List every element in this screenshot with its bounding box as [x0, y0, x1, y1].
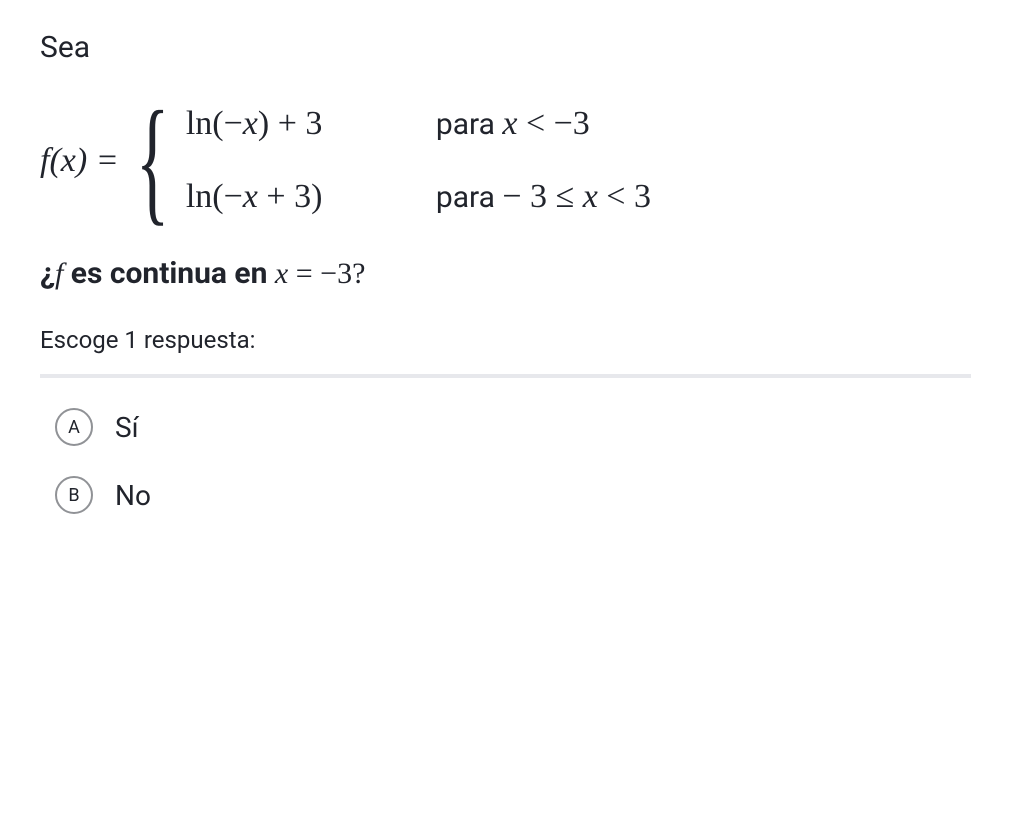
- piece-2-expr: ln(−x + 3): [186, 178, 436, 216]
- piece-1-expr: ln(−x) + 3: [186, 105, 436, 143]
- intro-text: Sea: [40, 30, 971, 65]
- question-prefix: ¿: [40, 256, 55, 291]
- choice-b-letter: B: [55, 476, 93, 514]
- question-x: x: [275, 257, 288, 290]
- question-mid: es continua en: [63, 256, 275, 291]
- choice-a[interactable]: A Sí: [55, 408, 971, 446]
- equation-lhs: f(x) =: [40, 142, 119, 180]
- question-text: ¿f es continua en x = −3?: [40, 256, 971, 291]
- piece-2: ln(−x + 3) para − 3 ≤ x < 3: [186, 178, 651, 216]
- piecewise-equation: f(x) = { ln(−x) + 3 para x < −3 ln(−x + …: [40, 105, 971, 216]
- choices-list: A Sí B No: [40, 408, 971, 514]
- piece-1-cond: para x < −3: [436, 105, 590, 143]
- divider: [40, 374, 971, 378]
- instruction-text: Escoge 1 respuesta:: [40, 326, 971, 354]
- piecewise-body: ln(−x) + 3 para x < −3 ln(−x + 3) para −…: [186, 105, 651, 216]
- question-eq: = −3?: [288, 257, 365, 290]
- choice-a-label: Sí: [115, 411, 139, 444]
- choice-b-label: No: [115, 479, 151, 512]
- left-brace: {: [135, 115, 169, 206]
- piece-1: ln(−x) + 3 para x < −3: [186, 105, 651, 143]
- choice-b[interactable]: B No: [55, 476, 971, 514]
- piece-2-cond: para − 3 ≤ x < 3: [436, 178, 651, 216]
- choice-a-letter: A: [55, 408, 93, 446]
